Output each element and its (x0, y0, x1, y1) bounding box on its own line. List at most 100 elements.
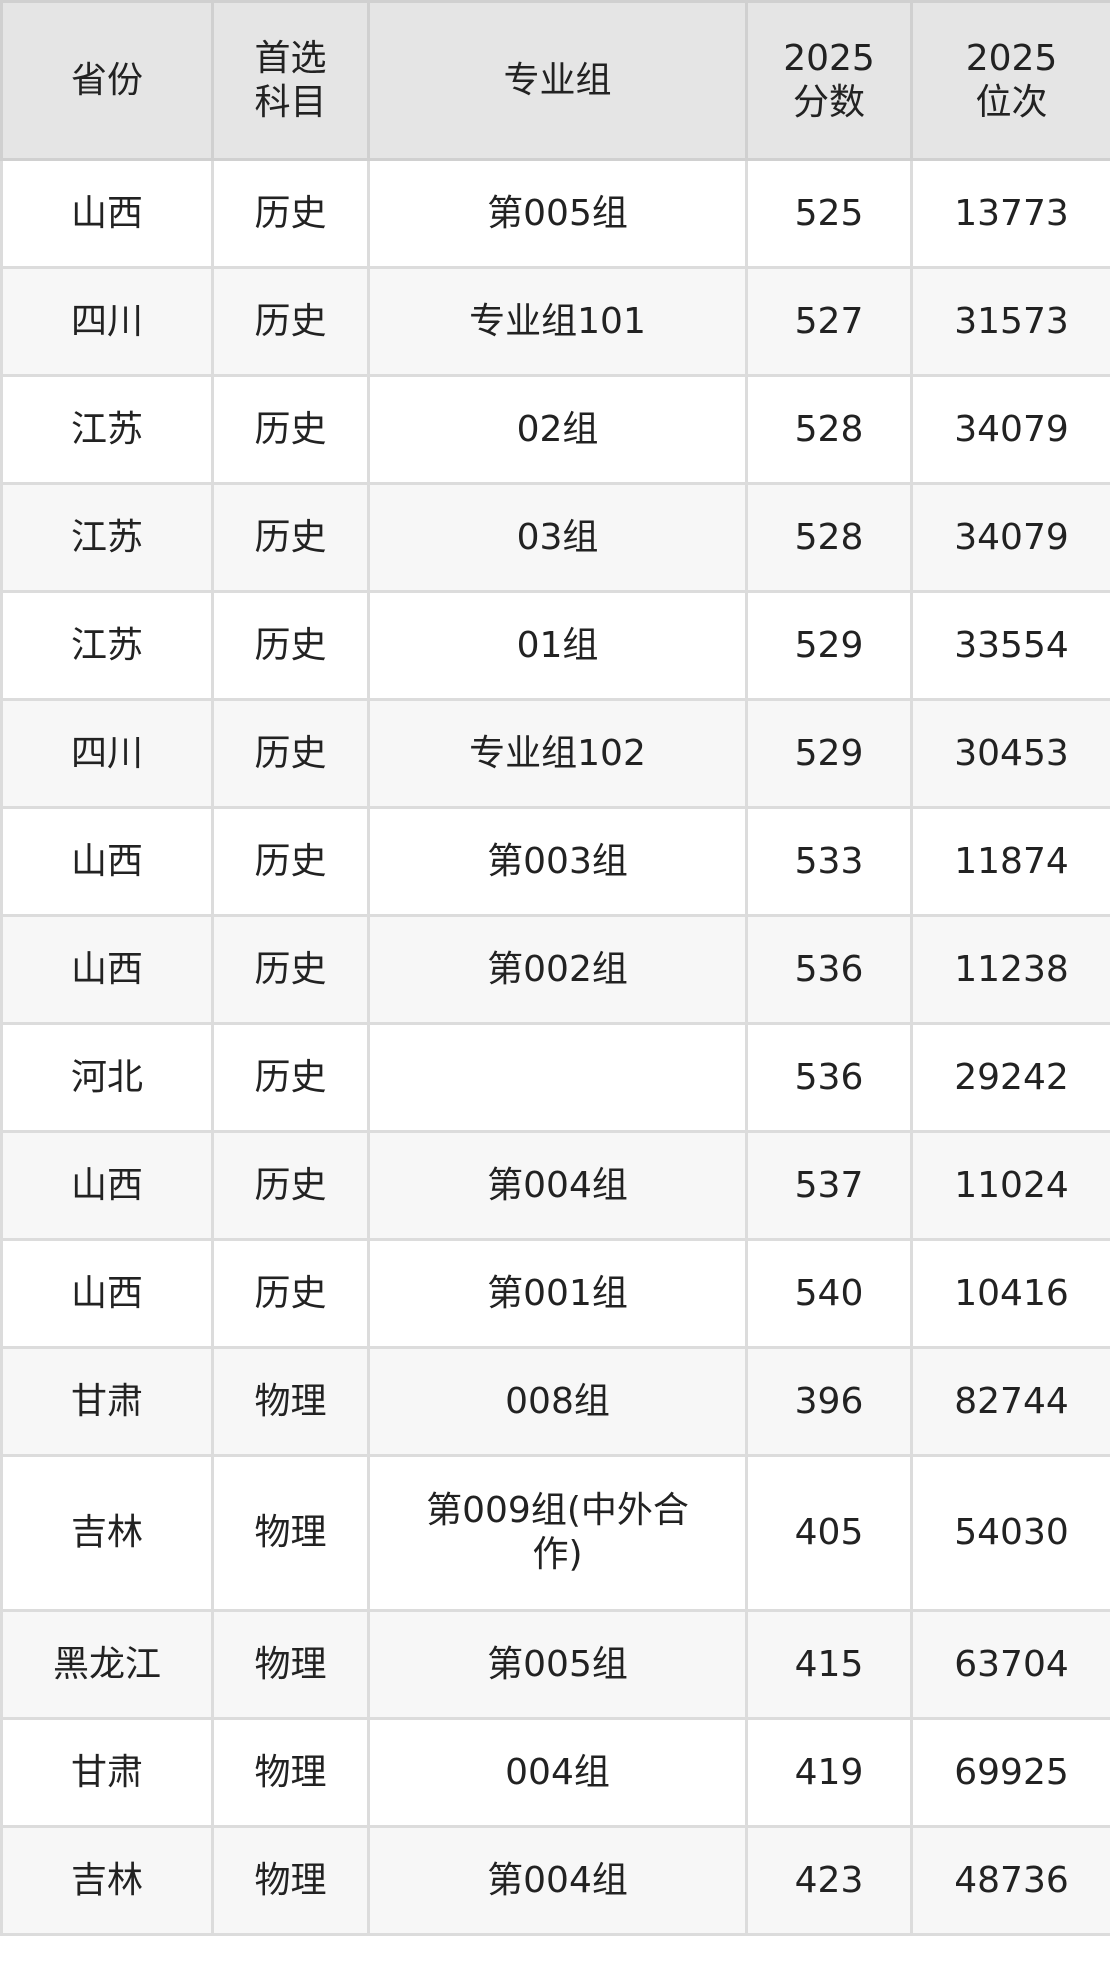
cell-province: 甘肃 (0, 1717, 214, 1828)
cell-major-group: 第003组 (367, 806, 748, 917)
cell-score: 533 (745, 806, 913, 917)
cell-major-group: 第009组(中外合作) (367, 1454, 748, 1612)
cell-rank: 13773 (910, 158, 1110, 269)
score-table: 省份 首选 科目 专业组 2025 分数 2025 位次 山西 历史 第005组 525 13773 四… (0, 0, 1110, 1936)
table-row: 江苏 历史 02组 528 34079 (0, 374, 1110, 485)
table-row: 山西 历史 第002组 536 11238 (0, 914, 1110, 1025)
cell-province: 山西 (0, 1238, 214, 1349)
cell-subject: 历史 (211, 590, 370, 701)
cell-subject: 历史 (211, 806, 370, 917)
cell-province: 四川 (0, 266, 214, 377)
cell-score: 423 (745, 1825, 913, 1936)
cell-province: 山西 (0, 158, 214, 269)
cell-rank: 11874 (910, 806, 1110, 917)
cell-score: 527 (745, 266, 913, 377)
table-row: 山西 历史 第004组 537 11024 (0, 1130, 1110, 1241)
cell-province: 吉林 (0, 1454, 214, 1612)
cell-rank: 31573 (910, 266, 1110, 377)
table-row: 山西 历史 第003组 533 11874 (0, 806, 1110, 917)
table-row: 江苏 历史 03组 528 34079 (0, 482, 1110, 593)
table-row: 四川 历史 专业组101 527 31573 (0, 266, 1110, 377)
cell-major-group: 专业组102 (367, 698, 748, 809)
cell-major-group: 02组 (367, 374, 748, 485)
cell-subject: 历史 (211, 482, 370, 593)
cell-score: 529 (745, 590, 913, 701)
cell-rank: 33554 (910, 590, 1110, 701)
table-row: 江苏 历史 01组 529 33554 (0, 590, 1110, 701)
cell-subject: 物理 (211, 1717, 370, 1828)
cell-score: 528 (745, 482, 913, 593)
cell-score: 536 (745, 914, 913, 1025)
header-rank: 2025 位次 (910, 0, 1110, 161)
cell-rank: 11238 (910, 914, 1110, 1025)
cell-major-group: 008组 (367, 1346, 748, 1457)
cell-rank: 11024 (910, 1130, 1110, 1241)
header-province: 省份 (0, 0, 214, 161)
cell-subject: 历史 (211, 914, 370, 1025)
cell-province: 河北 (0, 1022, 214, 1133)
header-text: 分数 (792, 81, 865, 123)
cell-province: 江苏 (0, 590, 214, 701)
table-row: 甘肃 物理 004组 419 69925 (0, 1717, 1110, 1828)
cell-subject: 物理 (211, 1825, 370, 1936)
cell-province: 山西 (0, 806, 214, 917)
cell-score: 536 (745, 1022, 913, 1133)
cell-rank: 48736 (910, 1825, 1110, 1936)
cell-subject: 历史 (211, 1022, 370, 1133)
cell-major-group: 03组 (367, 482, 748, 593)
cell-major-group: 004组 (367, 1717, 748, 1828)
cell-major-group: 第002组 (367, 914, 748, 1025)
header-text: 位次 (975, 81, 1048, 123)
cell-province: 江苏 (0, 374, 214, 485)
cell-subject: 历史 (211, 266, 370, 377)
table-row: 山西 历史 第005组 525 13773 (0, 158, 1110, 269)
cell-subject: 历史 (211, 1130, 370, 1241)
header-text: 首选 (254, 37, 327, 79)
cell-rank: 10416 (910, 1238, 1110, 1349)
cell-rank: 34079 (910, 482, 1110, 593)
table-row: 四川 历史 专业组102 529 30453 (0, 698, 1110, 809)
cell-province: 甘肃 (0, 1346, 214, 1457)
header-text: 省份 (70, 59, 143, 101)
table-row: 山西 历史 第001组 540 10416 (0, 1238, 1110, 1349)
cell-score: 415 (745, 1609, 913, 1720)
cell-province: 山西 (0, 1130, 214, 1241)
cell-rank: 69925 (910, 1717, 1110, 1828)
cell-subject: 物理 (211, 1609, 370, 1720)
cell-major-group: 第005组 (367, 158, 748, 269)
cell-major-group: 第001组 (367, 1238, 748, 1349)
table-row: 吉林 物理 第004组 423 48736 (0, 1825, 1110, 1936)
header-text: 科目 (254, 81, 327, 123)
cell-rank: 29242 (910, 1022, 1110, 1133)
header-text: 专业组 (503, 59, 612, 101)
cell-major-group: 第005组 (367, 1609, 748, 1720)
cell-score: 528 (745, 374, 913, 485)
table-row: 吉林 物理 第009组(中外合作) 405 54030 (0, 1454, 1110, 1612)
cell-major-group: 专业组101 (367, 266, 748, 377)
cell-score: 529 (745, 698, 913, 809)
cell-province: 吉林 (0, 1825, 214, 1936)
cell-score: 419 (745, 1717, 913, 1828)
cell-subject: 历史 (211, 158, 370, 269)
cell-province: 四川 (0, 698, 214, 809)
cell-province: 山西 (0, 914, 214, 1025)
table-row: 河北 历史 536 29242 (0, 1022, 1110, 1133)
cell-province: 江苏 (0, 482, 214, 593)
cell-subject: 历史 (211, 374, 370, 485)
cell-score: 396 (745, 1346, 913, 1457)
cell-rank: 82744 (910, 1346, 1110, 1457)
cell-rank: 54030 (910, 1454, 1110, 1612)
cell-subject: 历史 (211, 1238, 370, 1349)
cell-major-group: 第004组 (367, 1130, 748, 1241)
cell-score: 405 (745, 1454, 913, 1612)
cell-rank: 63704 (910, 1609, 1110, 1720)
cell-subject: 物理 (211, 1454, 370, 1612)
table-row: 甘肃 物理 008组 396 82744 (0, 1346, 1110, 1457)
header-row: 省份 首选 科目 专业组 2025 分数 2025 位次 (0, 0, 1110, 161)
cell-major-group: 第004组 (367, 1825, 748, 1936)
cell-province: 黑龙江 (0, 1609, 214, 1720)
header-subject: 首选 科目 (211, 0, 370, 161)
cell-score: 537 (745, 1130, 913, 1241)
cell-major-group (367, 1022, 748, 1133)
header-major-group: 专业组 (367, 0, 748, 161)
